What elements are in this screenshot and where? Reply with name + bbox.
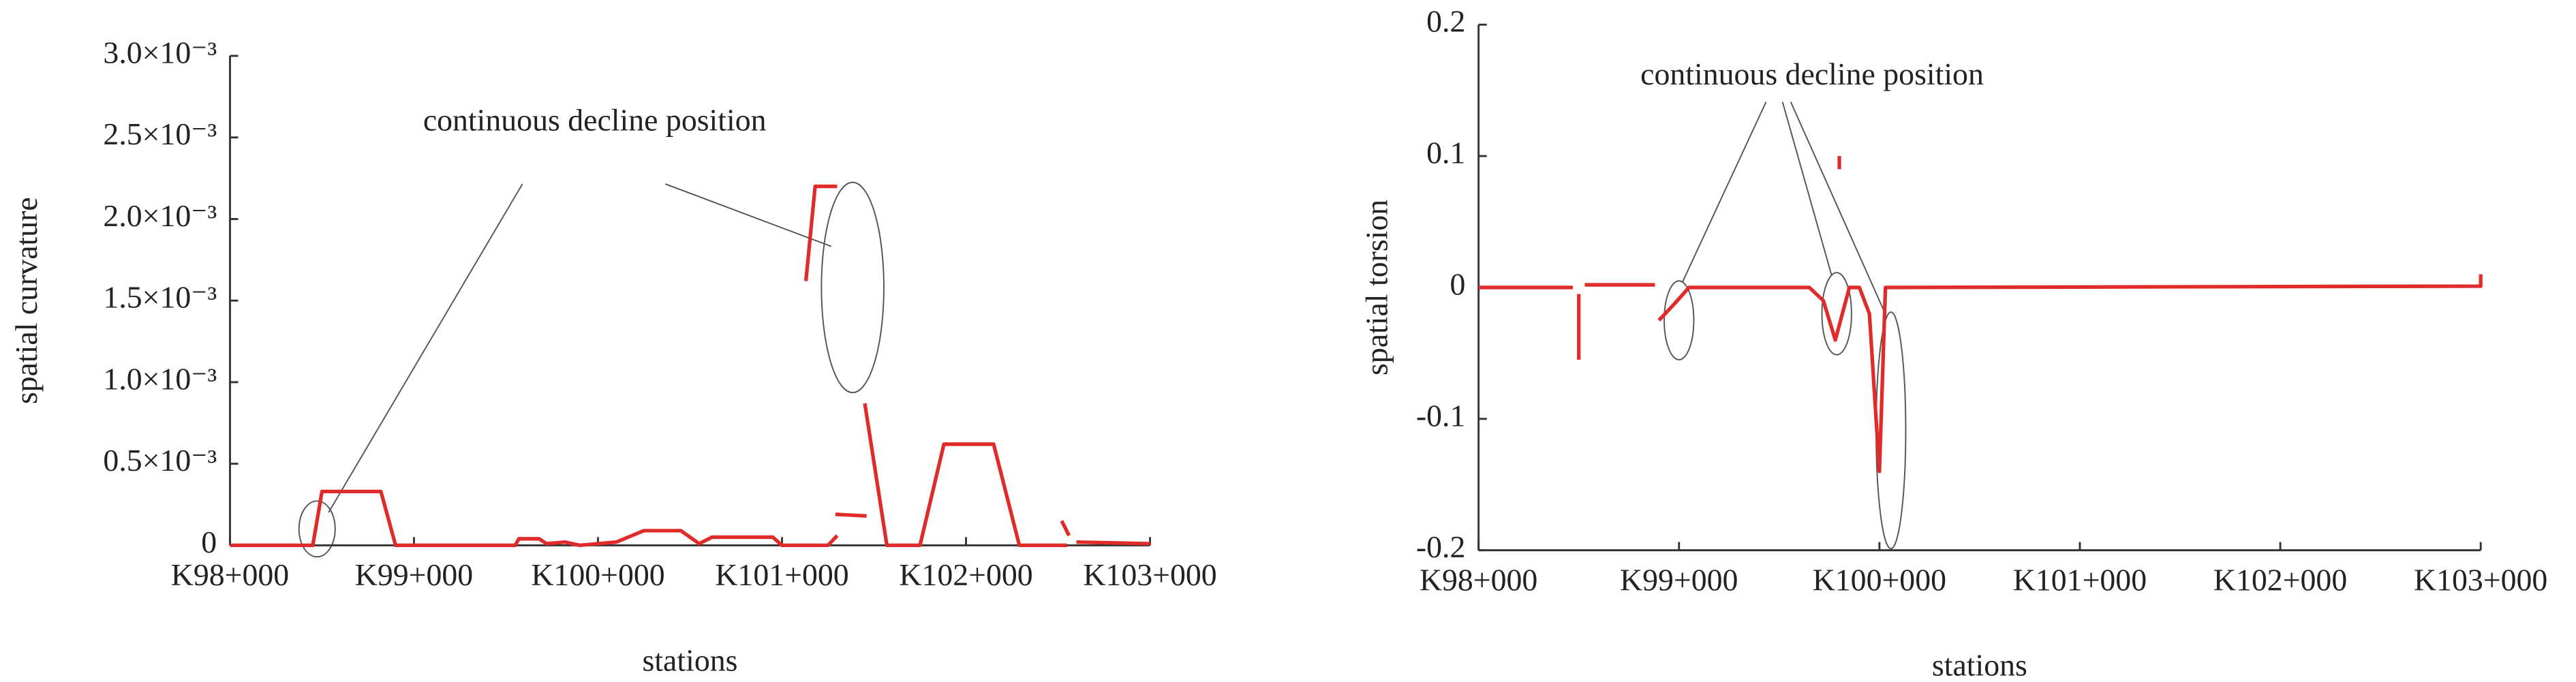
x-tick-label: K102+000 [899,557,1032,592]
x-tick-label: K101+000 [715,557,848,592]
callout-line [328,183,523,513]
callout-line [1681,102,1767,283]
x-tick-label: K102+000 [2213,562,2347,597]
y-tick-label: -0.1 [1416,398,1466,433]
data-line [1478,156,2483,474]
x-tick-label: K99+000 [355,557,473,592]
annotation: continuous decline position [423,102,767,137]
x-tick-label: K99+000 [1620,562,1738,597]
x-tick-label: K100+000 [531,557,664,592]
x-axis-label: stations [1932,648,2027,682]
y-tick-label: 2.0×10⁻³ [103,198,217,233]
y-tick-label: 0.2 [1426,4,1465,39]
callout-ellipse [298,500,336,558]
x-tick-label: K98+000 [1420,562,1537,597]
y-tick-label: 0 [201,525,217,559]
x-tick-label: K103+000 [1083,557,1216,592]
x-tick-label: K101+000 [2013,562,2147,597]
y-axis-label: spatial curvature [9,197,44,404]
y-tick-label: 1.5×10⁻³ [103,280,217,315]
callout-line [1790,102,1887,316]
callout-ellipse [821,181,885,394]
x-tick-label: K100+000 [1813,562,1946,597]
y-tick-label: 1.0×10⁻³ [103,361,217,396]
x-axis-label: stations [643,642,738,677]
annotation: continuous decline position [1640,57,1984,91]
y-tick-label: 3.0×10⁻³ [103,35,217,70]
y-tick-label: 0.1 [1426,136,1465,170]
y-axis-label: spatial torsion [1360,200,1394,375]
y-tick-label: 2.5×10⁻³ [103,117,217,151]
callout-ellipse [1821,272,1852,356]
x-tick-label: K103+000 [2414,562,2547,597]
data-line [230,184,1150,548]
y-tick-label: -0.2 [1416,529,1466,564]
callout-line [664,183,832,247]
x-tick-label: K98+000 [171,557,289,592]
y-tick-label: 0.5×10⁻³ [103,443,217,478]
callout-line [1781,102,1833,277]
callout-ellipse [1663,280,1695,360]
y-tick-label: 0 [1450,266,1465,301]
